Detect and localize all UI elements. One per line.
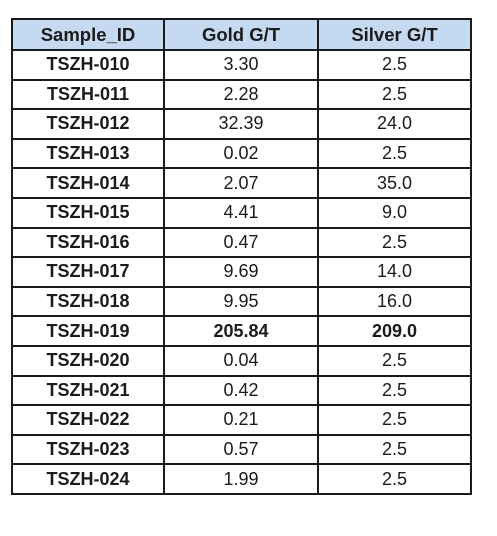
gold-grade-cell: 9.69 bbox=[163, 256, 319, 288]
table-row: TSZH-023 0.57 2.5 bbox=[11, 433, 472, 466]
gold-grade-cell: 9.95 bbox=[163, 285, 319, 318]
sample-id-cell: TSZH-012 bbox=[11, 108, 165, 140]
gold-grade-cell: 0.02 bbox=[163, 137, 319, 170]
silver-grade-cell: 2.5 bbox=[317, 463, 472, 495]
silver-grade-cell: 16.0 bbox=[317, 285, 472, 318]
sample-id-cell: TSZH-011 bbox=[11, 78, 165, 111]
gold-grade-cell: 1.99 bbox=[163, 463, 319, 495]
gold-grade-cell: 0.04 bbox=[163, 344, 319, 377]
table-header-row: Sample_ID Gold G/T Silver G/T bbox=[11, 18, 472, 51]
sample-id-cell: TSZH-015 bbox=[11, 196, 165, 229]
assay-results-table: Sample_ID Gold G/T Silver G/T TSZH-010 3… bbox=[11, 18, 472, 495]
column-header-gold: Gold G/T bbox=[163, 18, 319, 51]
table-row: TSZH-010 3.30 2.5 bbox=[11, 49, 472, 81]
silver-grade-cell: 2.5 bbox=[317, 49, 472, 81]
silver-grade-cell: 2.5 bbox=[317, 226, 472, 259]
gold-grade-cell: 0.47 bbox=[163, 226, 319, 259]
silver-grade-cell: 2.5 bbox=[317, 404, 472, 436]
sample-id-cell: TSZH-014 bbox=[11, 167, 165, 199]
gold-grade-cell: 2.28 bbox=[163, 78, 319, 111]
silver-grade-cell: 2.5 bbox=[317, 137, 472, 170]
sample-id-cell: TSZH-010 bbox=[11, 49, 165, 81]
table-row: TSZH-016 0.47 2.5 bbox=[11, 226, 472, 259]
sample-id-cell: TSZH-017 bbox=[11, 256, 165, 288]
silver-grade-cell: 209.0 bbox=[317, 315, 472, 347]
table-row: TSZH-018 9.95 16.0 bbox=[11, 285, 472, 318]
sample-id-cell: TSZH-013 bbox=[11, 137, 165, 170]
table-row: TSZH-024 1.99 2.5 bbox=[11, 463, 472, 495]
sample-id-cell: TSZH-020 bbox=[11, 344, 165, 377]
silver-grade-cell: 9.0 bbox=[317, 196, 472, 229]
sample-id-cell: TSZH-021 bbox=[11, 374, 165, 407]
column-header-silver: Silver G/T bbox=[317, 18, 472, 51]
assay-results-sheet: Sample_ID Gold G/T Silver G/T TSZH-010 3… bbox=[11, 18, 472, 495]
table-row: TSZH-011 2.28 2.5 bbox=[11, 78, 472, 111]
silver-grade-cell: 2.5 bbox=[317, 78, 472, 111]
table-row: TSZH-021 0.42 2.5 bbox=[11, 374, 472, 407]
table-row: TSZH-013 0.02 2.5 bbox=[11, 137, 472, 170]
table-row-highlighted: TSZH-019 205.84 209.0 bbox=[11, 315, 472, 347]
silver-grade-cell: 2.5 bbox=[317, 344, 472, 377]
sample-id-cell: TSZH-019 bbox=[11, 315, 165, 347]
table-row: TSZH-017 9.69 14.0 bbox=[11, 256, 472, 288]
silver-grade-cell: 35.0 bbox=[317, 167, 472, 199]
gold-grade-cell: 3.30 bbox=[163, 49, 319, 81]
sample-id-cell: TSZH-022 bbox=[11, 404, 165, 436]
sample-id-cell: TSZH-016 bbox=[11, 226, 165, 259]
gold-grade-cell: 0.21 bbox=[163, 404, 319, 436]
gold-grade-cell: 0.42 bbox=[163, 374, 319, 407]
silver-grade-cell: 2.5 bbox=[317, 433, 472, 466]
silver-grade-cell: 24.0 bbox=[317, 108, 472, 140]
gold-grade-cell: 0.57 bbox=[163, 433, 319, 466]
silver-grade-cell: 14.0 bbox=[317, 256, 472, 288]
table-row: TSZH-022 0.21 2.5 bbox=[11, 404, 472, 436]
sample-id-cell: TSZH-024 bbox=[11, 463, 165, 495]
gold-grade-cell: 205.84 bbox=[163, 315, 319, 347]
column-header-sample-id: Sample_ID bbox=[11, 18, 165, 51]
sample-id-cell: TSZH-023 bbox=[11, 433, 165, 466]
gold-grade-cell: 2.07 bbox=[163, 167, 319, 199]
table-row: TSZH-012 32.39 24.0 bbox=[11, 108, 472, 140]
gold-grade-cell: 4.41 bbox=[163, 196, 319, 229]
table-row: TSZH-015 4.41 9.0 bbox=[11, 196, 472, 229]
gold-grade-cell: 32.39 bbox=[163, 108, 319, 140]
table-row: TSZH-020 0.04 2.5 bbox=[11, 344, 472, 377]
silver-grade-cell: 2.5 bbox=[317, 374, 472, 407]
sample-id-cell: TSZH-018 bbox=[11, 285, 165, 318]
table-row: TSZH-014 2.07 35.0 bbox=[11, 167, 472, 199]
